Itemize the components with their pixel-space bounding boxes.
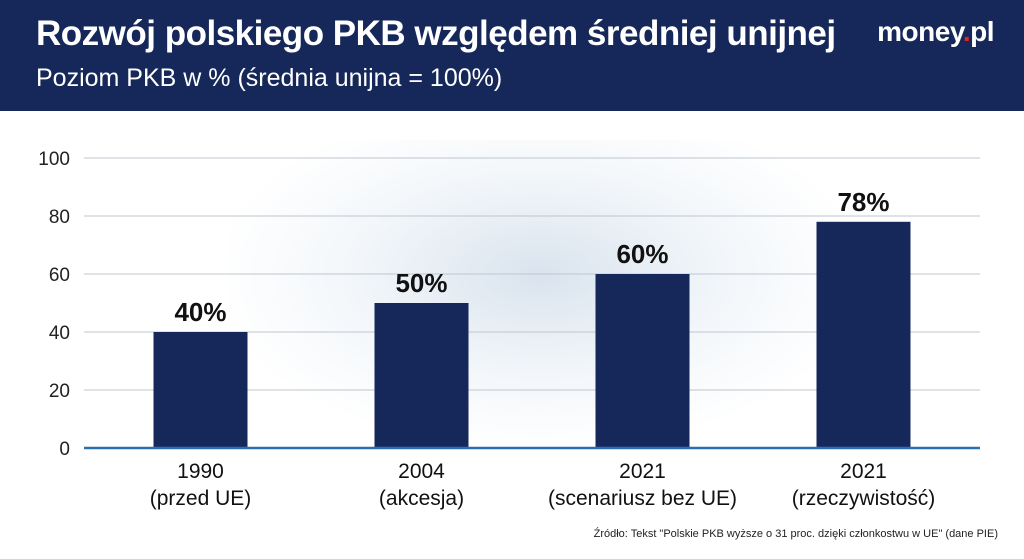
chart-title: Rozwój polskiego PKB względem średniej u…: [36, 14, 836, 53]
x-category-label: 2004: [398, 460, 445, 483]
bar: [816, 221, 911, 448]
data-label: 50%: [395, 268, 447, 298]
x-category-label: (akcesja): [379, 487, 464, 510]
x-category-label: (rzeczywistość): [792, 487, 936, 510]
logo-dot: .: [962, 16, 971, 47]
x-category-label: (scenariusz bez UE): [548, 487, 737, 510]
y-tick-label: 100: [38, 149, 70, 170]
x-category-label: 2021: [619, 460, 666, 483]
y-tick-label: 80: [49, 207, 70, 228]
bar: [595, 274, 690, 448]
chart-subtitle: Poziom PKB w % (średnia unijna = 100%): [36, 64, 503, 92]
y-tick-label: 60: [49, 265, 70, 286]
header-banner: Rozwój polskiego PKB względem średniej u…: [0, 0, 1024, 111]
y-tick-label: 0: [59, 439, 70, 460]
x-category-label: 2021: [840, 460, 887, 483]
bar-chart: 0 20 40 60 80 100 40% 1990 (przed UE) 50% 2004 (akc…: [38, 149, 980, 510]
data-label: 78%: [837, 187, 889, 217]
y-tick-label: 20: [49, 381, 70, 402]
data-label: 40%: [174, 297, 226, 327]
bar: [153, 332, 248, 448]
logo-suffix: pl: [970, 16, 994, 47]
data-label: 60%: [616, 239, 668, 269]
money-pl-logo: money.pl: [877, 16, 994, 48]
y-tick-label: 40: [49, 323, 70, 344]
logo-text: money: [877, 16, 963, 47]
bar: [374, 303, 469, 448]
x-category-label: (przed UE): [150, 487, 252, 510]
x-category-label: 1990: [177, 460, 224, 483]
source-note: Źródło: Tekst "Polskie PKB wyższe o 31 p…: [593, 528, 998, 540]
